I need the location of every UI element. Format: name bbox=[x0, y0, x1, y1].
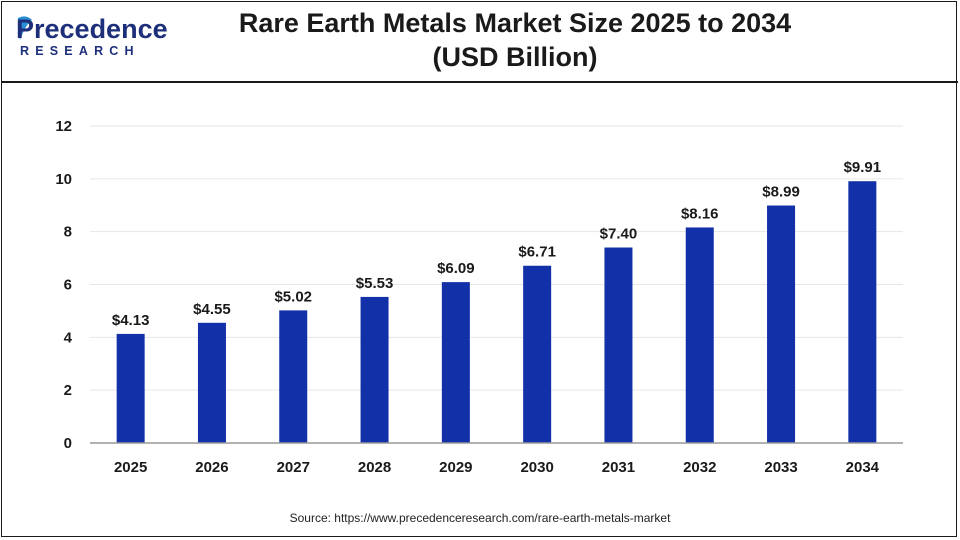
x-tick-label: 2033 bbox=[764, 459, 797, 476]
data-label: $6.71 bbox=[518, 244, 556, 261]
data-label: $7.40 bbox=[600, 226, 638, 243]
bar bbox=[360, 296, 389, 443]
bars bbox=[116, 181, 877, 444]
x-tick-label: 2034 bbox=[846, 459, 880, 476]
bar bbox=[116, 333, 145, 443]
bar bbox=[685, 227, 714, 443]
data-label: $8.16 bbox=[681, 205, 719, 222]
x-tick-label: 2030 bbox=[520, 459, 553, 476]
chart-title: Rare Earth Metals Market Size 2025 to 20… bbox=[190, 6, 840, 74]
bar bbox=[441, 282, 470, 443]
y-tick-label: 4 bbox=[64, 329, 73, 346]
chart-title-line1: Rare Earth Metals Market Size 2025 to 20… bbox=[238, 8, 792, 38]
y-tick-label: 0 bbox=[64, 435, 72, 452]
y-axis-ticks: 0 2 4 6 8 10 12 bbox=[55, 118, 72, 452]
x-tick-label: 2025 bbox=[114, 459, 147, 476]
y-tick-label: 8 bbox=[64, 224, 72, 241]
bar bbox=[767, 205, 796, 443]
bar bbox=[604, 247, 633, 443]
x-tick-label: 2032 bbox=[683, 459, 716, 476]
bar bbox=[197, 322, 226, 443]
bar bbox=[848, 181, 877, 444]
y-tick-label: 2 bbox=[64, 382, 72, 399]
x-tick-label: 2026 bbox=[195, 459, 228, 476]
data-label: $8.99 bbox=[762, 184, 800, 201]
data-label: $5.53 bbox=[356, 275, 394, 292]
y-tick-label: 10 bbox=[55, 171, 72, 188]
x-tick-label: 2027 bbox=[277, 459, 310, 476]
header-divider bbox=[2, 81, 958, 83]
x-axis-ticks: 2025 2026 2027 2028 2029 2030 2031 2032 2033 2034 bbox=[114, 459, 880, 476]
x-tick-label: 2031 bbox=[602, 459, 635, 476]
y-tick-label: 12 bbox=[55, 118, 72, 135]
logo-swoosh-icon bbox=[18, 16, 32, 40]
bar bbox=[523, 265, 552, 443]
data-label: $6.09 bbox=[437, 260, 475, 277]
y-tick-label: 6 bbox=[64, 277, 72, 294]
logo-wordmark: Precedence bbox=[16, 14, 168, 44]
data-label: $5.02 bbox=[274, 288, 312, 305]
logo-subtitle: RESEARCH bbox=[20, 44, 140, 58]
brand-logo: Precedence RESEARCH bbox=[16, 14, 168, 64]
data-label: $9.91 bbox=[844, 159, 882, 176]
x-tick-label: 2028 bbox=[358, 459, 391, 476]
header: Precedence RESEARCH Rare Earth Metals Ma… bbox=[0, 0, 960, 82]
x-tick-label: 2029 bbox=[439, 459, 472, 476]
source-note: Source: https://www.precedenceresearch.c… bbox=[289, 511, 671, 525]
bar bbox=[279, 310, 308, 443]
data-label: $4.13 bbox=[112, 312, 150, 329]
data-label: $4.55 bbox=[193, 301, 231, 318]
data-labels: $4.13 $4.55 $5.02 $5.53 $6.09 $6.71 $7.40 $8.16… bbox=[112, 159, 881, 329]
chart-title-line2: (USD Billion) bbox=[432, 42, 598, 72]
